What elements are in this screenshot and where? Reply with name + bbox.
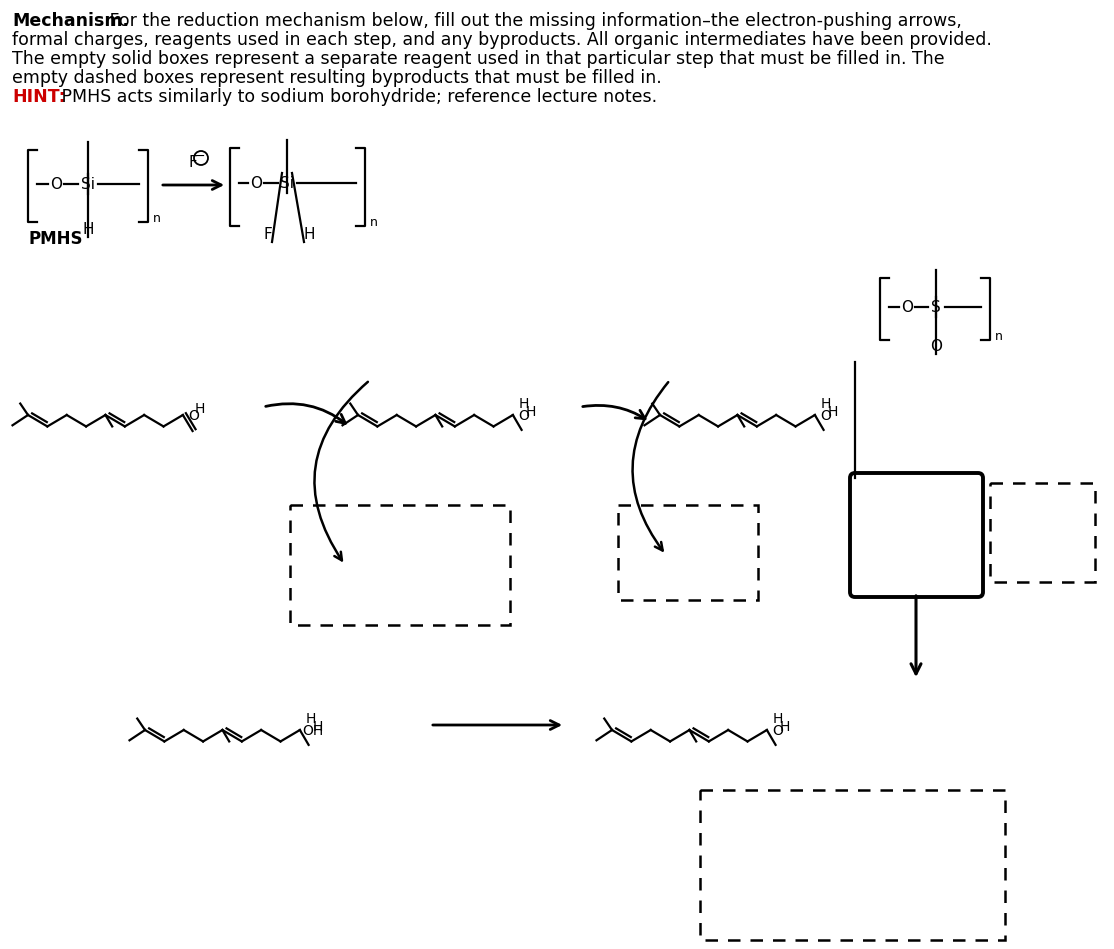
FancyBboxPatch shape (850, 473, 983, 597)
Text: H: H (526, 404, 536, 419)
Text: HINT:: HINT: (12, 88, 66, 106)
Text: S: S (931, 300, 941, 314)
Text: H: H (828, 404, 838, 419)
Text: O: O (50, 177, 62, 192)
Text: n: n (995, 329, 1003, 343)
Text: H: H (303, 227, 315, 241)
Text: O: O (772, 724, 783, 738)
Text: H: H (305, 712, 316, 726)
Text: O: O (188, 409, 199, 423)
Text: O: O (930, 339, 942, 353)
Text: n: n (370, 215, 378, 229)
Text: H: H (195, 401, 205, 416)
Text: For the reduction mechanism below, fill out the missing information–the electron: For the reduction mechanism below, fill … (104, 12, 961, 30)
Text: F: F (188, 155, 197, 170)
Text: OH: OH (302, 724, 323, 738)
Text: Si: Si (81, 177, 95, 192)
Text: H: H (312, 719, 323, 734)
Text: H: H (821, 397, 831, 411)
Text: H: H (82, 221, 94, 236)
Text: H: H (780, 719, 790, 734)
Text: F: F (264, 227, 273, 241)
Text: −: − (195, 150, 205, 162)
Text: Si: Si (280, 176, 294, 191)
Text: O: O (518, 409, 529, 423)
Text: The empty solid boxes represent a separate reagent used in that particular step : The empty solid boxes represent a separa… (12, 50, 945, 68)
Text: H: H (519, 397, 529, 411)
Text: Mechanism.: Mechanism. (12, 12, 129, 30)
Text: formal charges, reagents used in each step, and any byproducts. All organic inte: formal charges, reagents used in each st… (12, 31, 991, 49)
Text: empty dashed boxes represent resulting byproducts that must be filled in.: empty dashed boxes represent resulting b… (12, 69, 662, 87)
Text: O: O (820, 409, 831, 423)
Text: PMHS acts similarly to sodium borohydride; reference lecture notes.: PMHS acts similarly to sodium borohydrid… (56, 88, 657, 106)
Text: H: H (773, 712, 783, 726)
Text: O: O (901, 300, 913, 314)
Text: O: O (250, 176, 262, 191)
Text: n: n (153, 212, 160, 225)
Text: PMHS: PMHS (28, 230, 82, 248)
